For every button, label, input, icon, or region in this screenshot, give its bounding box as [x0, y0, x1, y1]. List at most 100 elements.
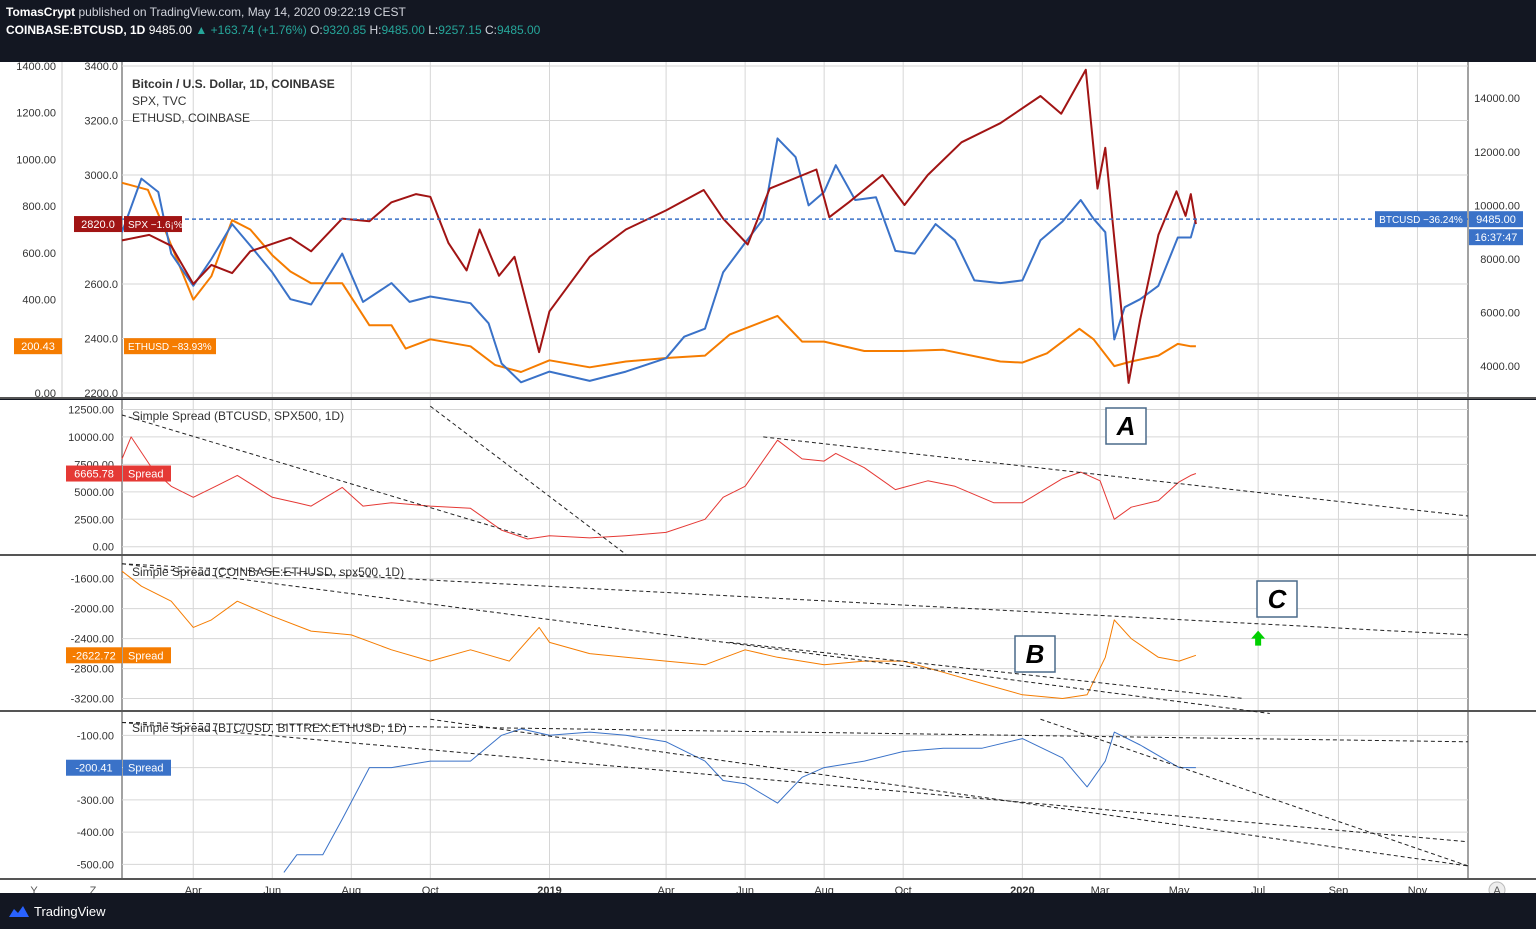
axis-tick-label: -3200.00: [71, 694, 114, 706]
axis-tick-label: 6000.00: [1480, 308, 1520, 320]
legend-entry[interactable]: ETHUSD, COINBASE: [132, 111, 250, 125]
symbol-name[interactable]: COINBASE:BTCUSD, 1D: [6, 23, 146, 37]
axis-tick-label: 2400.0: [84, 334, 118, 346]
z-button[interactable]: Z: [90, 885, 97, 893]
axis-tick-label: 4000.00: [1480, 361, 1520, 373]
time-tick-label: Jun: [736, 885, 754, 893]
spread-legend[interactable]: Simple Spread (BTCUSD, SPX500, 1D): [132, 409, 344, 423]
axis-tick-label: 2200.0: [84, 388, 118, 400]
last-price: 9485.00: [148, 23, 193, 37]
time-tick-label: May: [1169, 885, 1190, 893]
axis-tick-label: -400.00: [77, 827, 114, 839]
axis-tick-label: 3400.0: [84, 61, 118, 73]
axis-tick-label: 0.00: [93, 542, 114, 554]
time-tick-label: Oct: [895, 885, 912, 893]
eth-change-tag-bg: [124, 338, 216, 355]
spread-legend[interactable]: Simple Spread (COINBASE:ETHUSD, spx500, …: [132, 565, 404, 579]
spread-label-tag-bg: [123, 759, 171, 776]
axis-tick-label: 10000.00: [1474, 200, 1520, 212]
spread-value-tag-bg: [66, 465, 122, 482]
axis-tick-label: 0.00: [35, 388, 56, 400]
low-label: L:: [428, 23, 439, 37]
axis-tick-label: 8000.00: [1480, 254, 1520, 266]
annotation-box[interactable]: [1014, 635, 1056, 673]
annotation-label: B: [1026, 639, 1045, 669]
legend-entry[interactable]: SPX, TVC: [132, 94, 187, 108]
axis-tick-label: 1000.00: [16, 154, 56, 166]
axis-tick-label: -2000.00: [71, 604, 114, 616]
time-tick-label: Oct: [422, 885, 439, 893]
high-value: 9485.00: [381, 23, 425, 37]
time-tick-label: Aug: [814, 885, 834, 893]
annotation-label: C: [1268, 584, 1288, 614]
header-bar: TomasCrypt published on TradingView.com,…: [0, 0, 1536, 40]
btc-price-tag: 9485.00: [1476, 214, 1516, 226]
trendline[interactable]: [121, 721, 1469, 743]
axis-tick-label: 800.00: [22, 201, 56, 213]
up-triangle-icon: ▲: [195, 23, 208, 37]
axis-tick-label: 10000.00: [68, 432, 114, 444]
time-tick-label: Aug: [342, 885, 362, 893]
footer-brand[interactable]: TradingView: [34, 904, 106, 919]
axis-tick-label: -100.00: [77, 730, 114, 742]
spread-value-tag-bg: [66, 647, 122, 664]
axis-tick-label: -2400.00: [71, 634, 114, 646]
legend-entry[interactable]: Bitcoin / U.S. Dollar, 1D, COINBASE: [132, 77, 335, 91]
symbol-line: COINBASE:BTCUSD, 1D 9485.00 ▲ +163.74 (+…: [6, 23, 540, 37]
spread-label-tag: Spread: [128, 650, 163, 662]
spx-series-line[interactable]: [121, 68, 1197, 384]
spread-series-line[interactable]: [283, 728, 1196, 873]
spread-value-tag-bg: [66, 759, 122, 776]
published-text: published on TradingView.com, May 14, 20…: [78, 5, 406, 19]
close-label: C:: [484, 23, 497, 37]
axis-tick-label: 12500.00: [68, 404, 114, 416]
spread-legend[interactable]: Simple Spread (BTC/USD, BITTREX:ETHUSD, …: [132, 721, 407, 735]
axis-tick-label: 5000.00: [74, 487, 114, 499]
spread-value-tag: -200.41: [75, 763, 112, 775]
trendline[interactable]: [121, 721, 1469, 843]
pane-1[interactable]: [0, 62, 1536, 397]
time-tick-label: Jul: [1251, 885, 1265, 893]
time-tick-label: 2019: [537, 885, 561, 893]
trendline[interactable]: [121, 563, 1469, 636]
btc-change-tag: BTCUSD −36.24%: [1379, 215, 1463, 226]
auto-scale-button[interactable]: A: [1493, 885, 1501, 893]
trendline[interactable]: [763, 436, 1469, 517]
time-tick-label: Mar: [1091, 885, 1110, 893]
close-value: 9485.00: [496, 23, 541, 37]
time-axis[interactable]: [0, 880, 1536, 893]
pane-2[interactable]: [0, 400, 1536, 554]
y-axis-button[interactable]: Y: [30, 885, 38, 893]
auto-scale-button-bg[interactable]: [1488, 881, 1506, 893]
spread-series-line[interactable]: [121, 436, 1197, 540]
axis-tick-label: 1200.00: [16, 108, 56, 120]
axis-tick-label: 3200.0: [84, 116, 118, 128]
axis-tick-label: 14000.00: [1474, 93, 1520, 105]
price-change: +163.74 (+1.76%): [210, 23, 307, 37]
chart-canvas[interactable]: 3400.0 3200.0 3000.0 2600.0 2400.0 2200.0 1400…: [0, 40, 1536, 893]
btc-change-tag-bg: [1375, 211, 1467, 228]
eth-value-tag-bg: [14, 338, 62, 355]
axis-tick-label: 2500.00: [74, 514, 114, 526]
low-value: 9257.15: [438, 23, 482, 37]
btc-price-tag-bg: [1469, 211, 1523, 228]
open-label: O:: [310, 23, 323, 37]
time-tick-label: Jun: [263, 885, 281, 893]
axis-tick-label: 400.00: [22, 295, 56, 307]
trendline[interactable]: [729, 641, 1244, 700]
tradingview-logo-icon: [9, 906, 29, 917]
pane-4[interactable]: [0, 712, 1536, 878]
annotation-label: A: [1116, 411, 1136, 441]
trendline[interactable]: [430, 405, 627, 555]
annotation-box[interactable]: [1105, 407, 1147, 445]
open-value: 9320.85: [322, 23, 367, 37]
trendline[interactable]: [121, 563, 1270, 714]
axis-tick-label: 1400.00: [16, 61, 56, 73]
trendline[interactable]: [121, 414, 528, 538]
author-name[interactable]: TomasCrypt: [6, 5, 76, 19]
annotation-box[interactable]: [1256, 580, 1298, 618]
time-tick-label: Apr: [185, 885, 202, 893]
publish-line: TomasCrypt published on TradingView.com,…: [6, 5, 406, 19]
trendline[interactable]: [1040, 718, 1469, 867]
spread-label-tag-bg: [123, 647, 171, 664]
